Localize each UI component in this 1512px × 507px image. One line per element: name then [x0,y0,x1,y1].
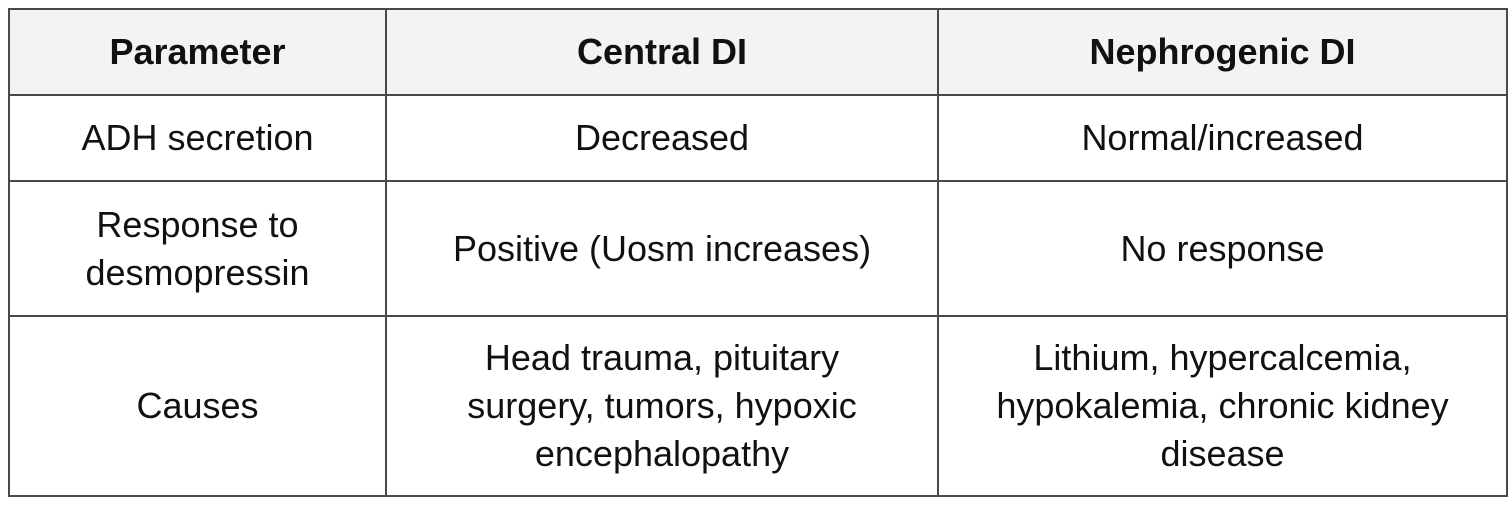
nephrogenic-cell: No response [937,180,1508,317]
parameter-cell: Causes [8,315,387,497]
central-cell: Positive (Uosm increases) [385,180,939,317]
header-cell: Nephrogenic DI [937,8,1508,96]
nephrogenic-cell: Normal/increased [937,94,1508,182]
comparison-table: Parameter Central DI Nephrogenic DI ADH … [8,8,1508,497]
table-body: ADH secretion Decreased Normal/increased… [8,94,1508,497]
table-row: ADH secretion Decreased Normal/increased [8,94,1508,182]
header-row: Parameter Central DI Nephrogenic DI [8,8,1508,96]
parameter-cell: Response to desmopressin [8,180,387,317]
header-cell: Central DI [385,8,939,96]
table-row: Response to desmopressin Positive (Uosm … [8,180,1508,317]
header-cell: Parameter [8,8,387,96]
parameter-cell: ADH secretion [8,94,387,182]
table-row: Causes Head trauma, pituitary surgery, t… [8,315,1508,497]
nephrogenic-cell: Lithium, hypercalcemia, hypokalemia, chr… [937,315,1508,497]
central-cell: Decreased [385,94,939,182]
table-header: Parameter Central DI Nephrogenic DI [8,8,1508,96]
central-cell: Head trauma, pituitary surgery, tumors, … [385,315,939,497]
